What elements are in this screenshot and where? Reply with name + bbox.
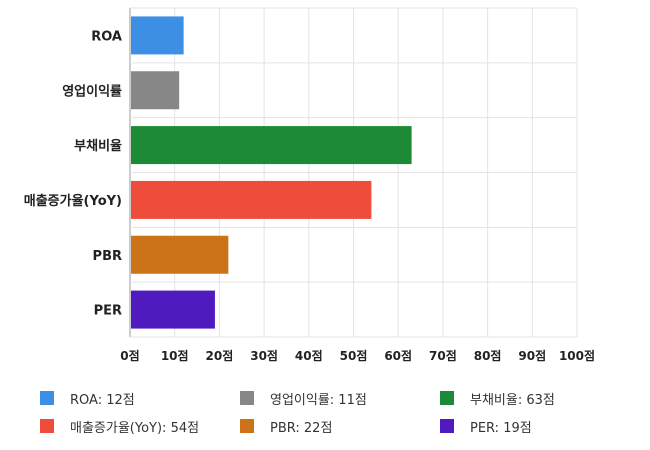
x-tick-label: 30점 <box>250 348 278 363</box>
bar-0 <box>131 16 184 55</box>
category-label: 매출증가율(YoY) <box>24 193 122 209</box>
x-tick-label: 70점 <box>429 348 457 363</box>
x-tick-label: 20점 <box>206 348 234 363</box>
x-tick-label: 80점 <box>474 348 502 363</box>
x-tick-label: 10점 <box>161 348 189 363</box>
x-tick-label: 90점 <box>518 348 546 363</box>
bar-5 <box>131 290 215 329</box>
category-label: ROA <box>91 29 122 44</box>
x-tick-label: 0점 <box>120 348 139 363</box>
legend-swatch <box>240 419 254 433</box>
legend-item-debt-ratio: 부채비율: 63점 <box>440 388 640 408</box>
legend-swatch <box>440 419 454 433</box>
bar-1 <box>131 71 180 110</box>
legend-label: 매출증가율(YoY): 54점 <box>70 420 200 436</box>
legend-label: PER: 19점 <box>470 420 532 436</box>
legend-label: ROA: 12점 <box>70 392 135 408</box>
x-tick-label: 60점 <box>384 348 412 363</box>
legend-item-roa: ROA: 12점 <box>40 388 240 408</box>
category-label: 영업이익률 <box>62 83 122 99</box>
category-label: PBR <box>93 249 122 264</box>
x-axis-tick-labels: 0점 10점 20점 30점 40점 50점 60점 70점 80점 90점 100점 <box>120 348 595 363</box>
category-label: 부채비율 <box>74 138 122 154</box>
x-tick-label: 40점 <box>295 348 323 363</box>
legend-label: 영업이익률: 11점 <box>270 392 367 408</box>
legend-swatch <box>440 391 454 405</box>
grid-lines <box>129 7 578 338</box>
legend-label: PBR: 22점 <box>270 420 333 436</box>
legend: ROA: 12점 영업이익률: 11점 부채비율: 63점 매출증가율(YoY)… <box>40 388 640 436</box>
legend-label: 부채비율: 63점 <box>470 392 555 408</box>
legend-swatch <box>40 391 54 405</box>
category-label: PER <box>94 304 122 319</box>
bar-2 <box>131 126 412 165</box>
bars <box>131 16 412 329</box>
x-tick-label: 100점 <box>559 348 595 363</box>
legend-swatch <box>240 391 254 405</box>
legend-item-operating-margin: 영업이익률: 11점 <box>240 388 440 408</box>
x-tick-label: 50점 <box>340 348 368 363</box>
bar-3 <box>131 180 372 219</box>
legend-item-revenue-growth: 매출증가율(YoY): 54점 <box>40 416 240 436</box>
legend-item-per: PER: 19점 <box>440 416 640 436</box>
legend-item-pbr: PBR: 22점 <box>240 416 440 436</box>
legend-swatch <box>40 419 54 433</box>
bar-4 <box>131 235 229 274</box>
